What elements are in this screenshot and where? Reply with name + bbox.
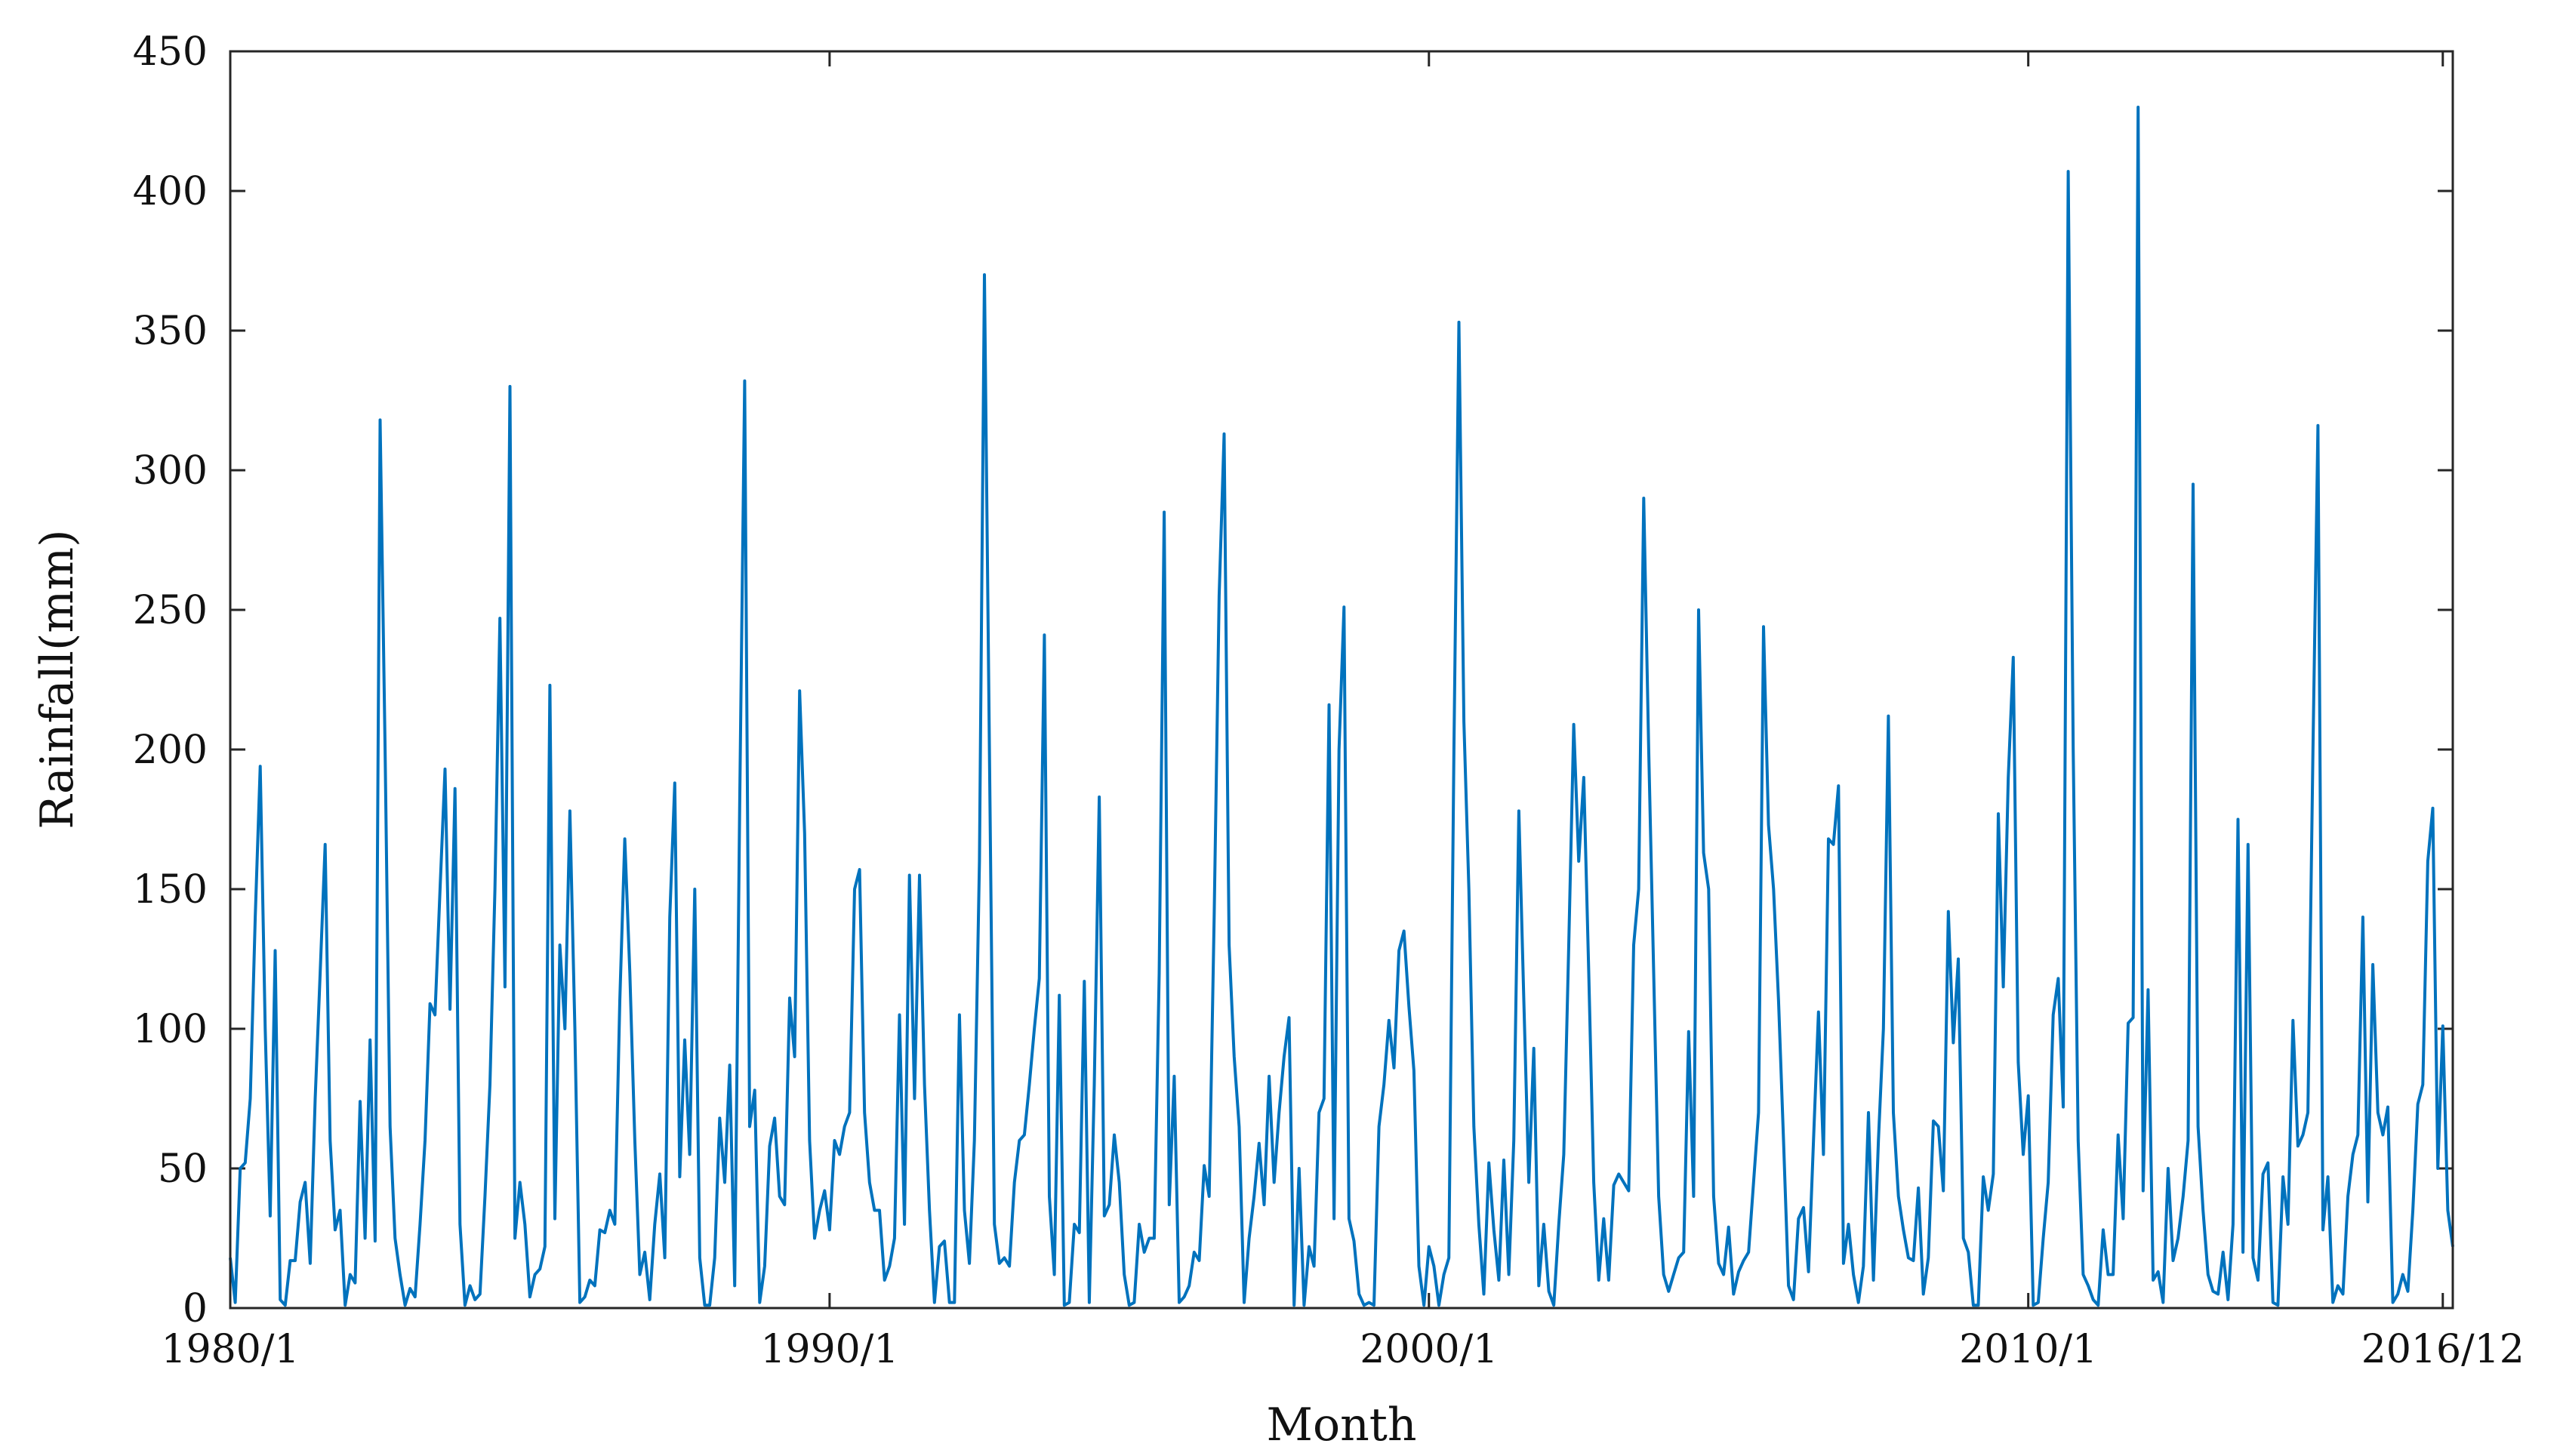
x-tick-label: 1980/1 [162, 1327, 300, 1372]
y-tick-label: 400 [133, 169, 208, 214]
y-tick-label: 350 [133, 309, 208, 354]
series-line [229, 106, 2454, 1307]
plot-frame [229, 50, 2454, 1310]
y-tick-label: 150 [133, 867, 208, 913]
x-tick-label: 2016/12 [2361, 1327, 2524, 1372]
y-tick-label: 200 [133, 728, 208, 773]
y-tick-label: 0 [183, 1286, 208, 1331]
y-axis-label: Rainfall(mm) [31, 529, 84, 829]
x-tick-label: 2010/1 [1959, 1327, 2097, 1372]
x-tick-label: 2000/1 [1360, 1327, 1498, 1372]
y-tick-label: 300 [133, 448, 208, 494]
x-tick-label: 1990/1 [760, 1327, 898, 1372]
y-tick-label: 50 [158, 1147, 208, 1192]
y-tick-label: 250 [133, 588, 208, 633]
y-tick-label: 100 [133, 1007, 208, 1052]
y-tick-label: 450 [133, 29, 208, 75]
x-axis: 1980/1 1990/1 2000/1 2010/1 2016/12 [162, 51, 2524, 1372]
x-axis-label: Month [1267, 1399, 1417, 1451]
y-axis: 0 50 100 150 200 250 300 350 400 450 [133, 29, 2453, 1331]
